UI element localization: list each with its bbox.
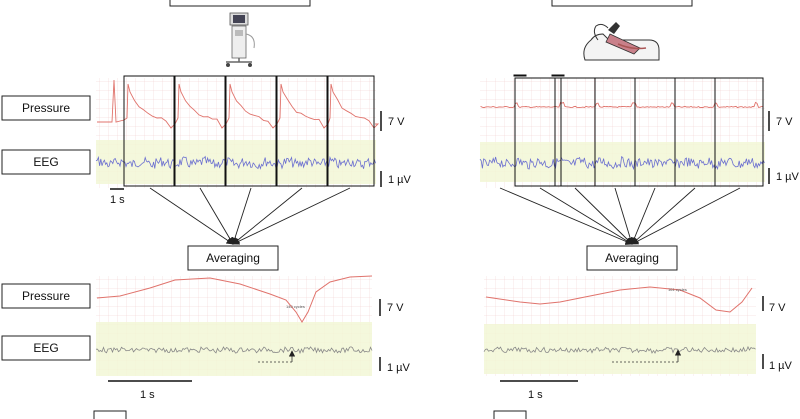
bottom-panel-label-box (493, 410, 527, 419)
convergence-arrow (149, 187, 234, 245)
convergence-arrow (631, 187, 656, 245)
pressure-label: Pressure (22, 289, 70, 303)
eeg-label: EEG (33, 155, 58, 169)
convergence-arrow (631, 187, 741, 245)
patient-with-mask-icon (583, 22, 660, 61)
right-eeg-band (480, 142, 765, 182)
cycles-annotation: 161 cycles (668, 287, 687, 292)
cycles-annotation: 140 cycles (286, 304, 305, 309)
scale-7v-label: 7 V (769, 302, 786, 314)
left-avg-pressure-trace (96, 275, 373, 323)
left-title-box (169, 0, 311, 7)
left-raw-panel (95, 75, 380, 188)
convergence-arrow (231, 187, 252, 245)
pressure-label: Pressure (22, 101, 70, 115)
pressure-label-box (1, 283, 91, 309)
left-eeg-band (96, 140, 376, 184)
pressure-label-box (1, 95, 91, 121)
scale-7v-label: 7 V (387, 302, 404, 314)
left-raw-eeg-trace (95, 155, 376, 170)
right-averaged-panel: 161 cycles (483, 276, 756, 376)
scale-7v-label: 7 V (388, 116, 405, 128)
convergence-arrow (539, 187, 633, 245)
averaging-window (514, 77, 562, 187)
right-raw-pressure-trace (480, 101, 763, 109)
averaging-window (327, 75, 375, 187)
scale-7v-label: 7 V (776, 116, 793, 128)
averaging-label: Averaging (206, 251, 260, 265)
right-avg-eeg-trace (483, 345, 756, 354)
scale-1uv-label: 1 µV (769, 360, 793, 372)
scale-1uv-label: 1 µV (776, 171, 800, 183)
eeg-label-box (1, 335, 91, 361)
left-raw-pressure-trace (97, 79, 380, 129)
convergence-arrow (614, 187, 634, 245)
right-title-box (551, 0, 693, 7)
averaging-window (174, 75, 226, 187)
averaging-label: Averaging (605, 251, 659, 265)
right-raw-eeg-trace (479, 156, 765, 171)
scale-1s-label: 1 s (140, 389, 155, 401)
eeg-label: EEG (33, 341, 58, 355)
right-raw-panel (479, 74, 765, 188)
convergence-arrow (574, 187, 633, 245)
averaging-window (225, 75, 277, 187)
averaging-window (513, 74, 527, 77)
convergence-arrow (232, 187, 351, 245)
scale-1s-label: 1 s (110, 194, 125, 206)
convergence-arrow (631, 187, 696, 245)
convergence-arrow (499, 187, 633, 245)
convergence-arrow (199, 187, 234, 245)
left-averaged-panel: 140 cycles (96, 275, 373, 376)
averaging-box (586, 245, 678, 271)
bottom-panel-label-box (93, 410, 127, 419)
averaging-box (187, 245, 279, 271)
convergence-arrow (232, 187, 303, 245)
ventilator-icon (226, 12, 255, 67)
scale-1uv-label: 1 µV (387, 362, 411, 374)
averaging-window (276, 75, 328, 187)
averaging-window (714, 77, 764, 187)
scale-1uv-label: 1 µV (388, 174, 412, 186)
averaging-window (123, 75, 175, 187)
right-avg-pressure-trace (485, 286, 753, 313)
scale-1s-label: 1 s (528, 389, 543, 401)
averaging-window (551, 74, 565, 77)
left-avg-eeg-trace (96, 346, 373, 355)
eeg-label-box (1, 149, 91, 175)
